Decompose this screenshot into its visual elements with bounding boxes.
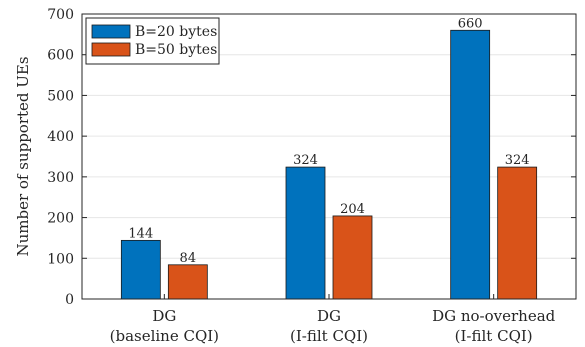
bars xyxy=(120,29,538,300)
x-category-label: DG no-overhead xyxy=(432,307,556,325)
bar xyxy=(120,239,161,300)
legend-swatch xyxy=(91,42,131,57)
legend: B=20 bytes B=50 bytes xyxy=(85,17,220,65)
legend-swatch xyxy=(91,24,131,39)
bar xyxy=(497,166,538,300)
y-axis-label: Number of supported UEs xyxy=(14,56,32,256)
data-label: 660 xyxy=(458,16,483,31)
x-category-label: (I-filt CQI) xyxy=(290,327,368,345)
legend-entry: B=50 bytes xyxy=(135,42,217,58)
x-category-label: (I-filt CQI) xyxy=(455,327,533,345)
x-category-label: (baseline CQI) xyxy=(110,327,219,345)
y-tick-label: 700 xyxy=(47,7,74,23)
y-tick-label: 100 xyxy=(47,251,74,267)
y-tick-label: 300 xyxy=(47,170,74,186)
legend-entry: B=20 bytes xyxy=(135,24,217,40)
y-tick-label: 0 xyxy=(65,292,74,308)
data-label: 324 xyxy=(505,153,530,168)
data-labels: 144 84 324 204 660 324 xyxy=(128,16,529,266)
bar xyxy=(167,264,208,300)
x-category-label: DG xyxy=(317,307,341,325)
data-label: 144 xyxy=(128,226,153,241)
y-ticks: 0 100 200 300 400 500 600 700 xyxy=(47,7,576,308)
bar xyxy=(450,29,491,300)
gridlines xyxy=(82,54,576,259)
y-tick-label: 400 xyxy=(47,129,74,145)
y-tick-label: 500 xyxy=(47,88,74,104)
data-label: 204 xyxy=(340,202,365,217)
x-category-labels: DG (baseline CQI) DG (I-filt CQI) DG no-over… xyxy=(110,294,556,345)
y-tick-label: 600 xyxy=(47,48,74,64)
bar xyxy=(285,166,326,300)
bar xyxy=(332,215,373,300)
data-label: 84 xyxy=(180,251,197,266)
x-category-label: DG xyxy=(152,307,176,325)
data-label: 324 xyxy=(293,153,318,168)
y-tick-label: 200 xyxy=(47,211,74,227)
